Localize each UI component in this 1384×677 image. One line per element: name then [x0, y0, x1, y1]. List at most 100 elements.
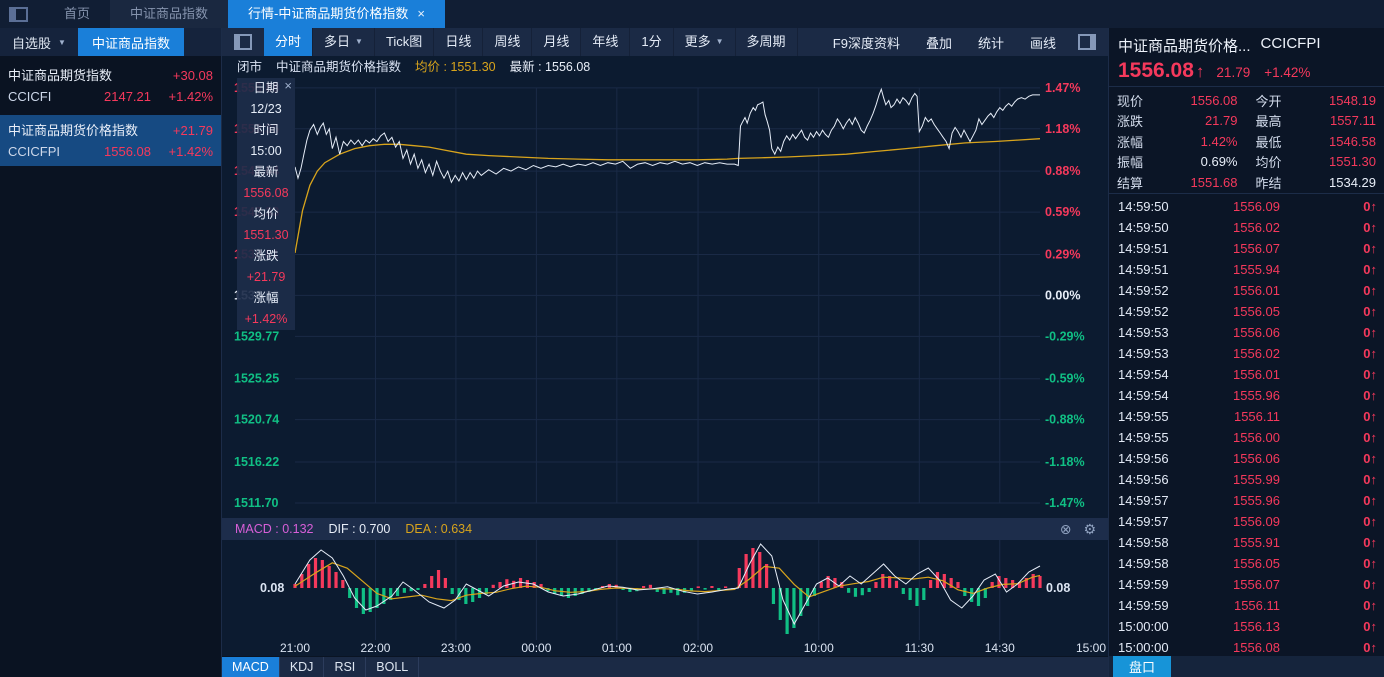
trade-price: 1555.96 — [1233, 493, 1280, 508]
trade-time: 15:00:00 — [1118, 619, 1169, 634]
watchlist-dropdown[interactable]: 自选股 ▼ — [0, 28, 78, 56]
toolbar-action[interactable]: 统计 — [977, 35, 1004, 51]
trade-price: 1556.02 — [1233, 220, 1280, 235]
nav-tab-index[interactable]: 中证商品指数 — [110, 0, 229, 28]
quote-instrument-name: 中证商品期货价格... CCICFPI — [1118, 35, 1321, 56]
trade-price: 1555.99 — [1233, 472, 1280, 487]
toolbar-action[interactable]: F9深度资料 — [832, 35, 900, 51]
trade-volume: 0 ↑ — [1363, 619, 1377, 634]
up-arrow-icon: ↑ — [1370, 619, 1378, 634]
trade-row: 14:59:57 1555.96 0 ↑ — [1109, 490, 1384, 511]
trade-volume: 0 ↑ — [1363, 388, 1377, 403]
time-sales-list[interactable]: 14:59:50 1556.09 0 ↑ 14:59:50 1556.02 0 ↑ 14:59:… — [1109, 196, 1384, 656]
period-tab[interactable]: Tick图 — [375, 28, 435, 56]
tooltip-label: 最新 — [253, 165, 279, 179]
watchlist-group-tab[interactable]: 中证商品指数 — [77, 28, 184, 56]
up-arrow-icon: ↑ — [1370, 640, 1378, 655]
trade-volume-value: 0 — [1363, 241, 1371, 256]
tooltip-value: +1.42% — [244, 312, 288, 326]
trade-row: 14:59:51 1555.94 0 ↑ — [1109, 259, 1384, 280]
up-arrow-icon: ↑ — [1370, 367, 1378, 382]
collapse-right-panel-icon[interactable] — [1078, 34, 1096, 50]
indicator-settings-icon[interactable]: ⚙ — [1083, 520, 1096, 537]
up-arrow-icon: ↑ — [1370, 535, 1378, 550]
indicator-close-icon[interactable]: ⊗ — [1059, 520, 1072, 537]
trade-volume-value: 0 — [1363, 325, 1371, 340]
period-tab[interactable]: 多周期 — [736, 28, 798, 56]
trade-volume: 0 ↑ — [1363, 199, 1377, 214]
collapse-left-panel-icon[interactable] — [234, 34, 252, 50]
macd-indicator-chart[interactable]: 0.08 0.08 — [222, 540, 1108, 640]
trade-volume-value: 0 — [1363, 577, 1371, 592]
stat-value: 1548.19 — [1329, 92, 1376, 108]
crosshair-tooltip: × 日期 12/23 时间 15:00 最新 1556.08 均价 1551.30 涨跌 +21.… — [237, 78, 295, 330]
trade-volume: 0 ↑ — [1363, 346, 1377, 361]
trade-volume: 0 ↑ — [1363, 220, 1377, 235]
quote-code-label: CCICFPI — [1260, 35, 1321, 52]
stat-label: 结算 — [1117, 175, 1144, 191]
quote-stats-grid: 现价 1556.08 今开 1548.19 涨跌 21.79 最高 1557.11 涨幅 1.42… — [1109, 90, 1384, 193]
nav-tab-label: 行情-中证商品期货价格指数 — [248, 6, 409, 21]
trade-time: 14:59:55 — [1118, 430, 1169, 445]
period-tab[interactable]: 日线 — [434, 28, 484, 56]
instrument-change: +21.79 — [172, 123, 213, 138]
stat-value: 1551.68 — [1190, 174, 1238, 190]
trade-time: 14:59:51 — [1118, 262, 1169, 277]
period-tab[interactable]: 更多 ▼ — [674, 28, 736, 56]
indicator-tab[interactable]: MACD — [222, 657, 280, 677]
quote-last-price: 1556.08 — [1118, 59, 1194, 82]
trade-row: 14:59:56 1555.99 0 ↑ — [1109, 469, 1384, 490]
up-arrow-icon: ↑ — [1370, 325, 1378, 340]
period-tab-label: 年线 — [592, 34, 619, 49]
order-book-button[interactable]: 盘口 — [1113, 656, 1171, 677]
trade-time: 14:59:57 — [1118, 514, 1169, 529]
trade-price: 1555.94 — [1233, 262, 1280, 277]
watchlist-item[interactable]: 中证商品期货指数 +30.08 CCICFI 2147.21 +1.42% — [0, 60, 221, 111]
indicator-tab[interactable]: RSI — [324, 657, 367, 677]
period-tab-label: 1分 — [641, 34, 662, 49]
indicator-tab[interactable]: KDJ — [280, 657, 325, 677]
intraday-price-chart[interactable]: 1556.881.47%1552.361.18%1547.840.88%1543… — [222, 75, 1108, 510]
up-arrow-icon: ↑ — [1370, 409, 1378, 424]
trade-row: 14:59:58 1556.05 0 ↑ — [1109, 553, 1384, 574]
instrument-price: 2147.21 — [104, 89, 151, 104]
watchlist-item[interactable]: 中证商品期货价格指数 +21.79 CCICFPI 1556.08 +1.42% — [0, 115, 221, 166]
tooltip-close-icon[interactable]: × — [284, 78, 292, 93]
period-tab[interactable]: 多日 ▼ — [313, 28, 375, 56]
nav-tab-quote-active[interactable]: 行情-中证商品期货价格指数 × — [228, 0, 445, 28]
trade-row: 14:59:52 1556.01 0 ↑ — [1109, 280, 1384, 301]
period-tab[interactable]: 分时 — [264, 28, 314, 56]
tooltip-label: 涨幅 — [253, 291, 279, 305]
trade-price: 1556.06 — [1233, 325, 1280, 340]
trade-row: 14:59:50 1556.09 0 ↑ — [1109, 196, 1384, 217]
period-tab[interactable]: 年线 — [581, 28, 631, 56]
close-icon[interactable]: × — [417, 6, 425, 21]
tooltip-label: 时间 — [253, 123, 279, 137]
period-tab[interactable]: 周线 — [483, 28, 533, 56]
app-logo-icon[interactable] — [9, 6, 28, 22]
dif-line — [294, 543, 1041, 626]
trade-row: 14:59:53 1556.02 0 ↑ — [1109, 343, 1384, 364]
up-arrow-icon: ↑ — [1370, 556, 1378, 571]
price-axis-label: 1525.25 — [234, 372, 279, 386]
period-tab[interactable]: 1分 — [630, 28, 674, 56]
period-tab-label: 更多 — [684, 34, 711, 49]
period-tab[interactable]: 月线 — [532, 28, 582, 56]
watchlist-header: 自选股 ▼ 中证商品指数 — [0, 28, 221, 56]
trade-price: 1556.02 — [1233, 346, 1280, 361]
toolbar-action[interactable]: 画线 — [1029, 35, 1056, 51]
indicator-tab[interactable]: BOLL — [366, 657, 420, 677]
instrument-pct: +1.42% — [168, 89, 213, 104]
toolbar-action[interactable]: 叠加 — [925, 35, 952, 51]
up-arrow-icon: ↑ — [1195, 62, 1205, 81]
trade-row: 14:59:55 1556.00 0 ↑ — [1109, 427, 1384, 448]
pct-axis-label: 0.29% — [1045, 247, 1080, 261]
pct-axis-label: 0.88% — [1045, 164, 1080, 178]
trade-price: 1556.06 — [1233, 451, 1280, 466]
trade-volume-value: 0 — [1363, 556, 1371, 571]
trade-row: 14:59:59 1556.07 0 ↑ — [1109, 574, 1384, 595]
trade-price: 1556.11 — [1233, 409, 1280, 424]
indicator-header: MACD : 0.132 DIF : 0.700 DEA : 0.634 ⊗ ⚙ — [222, 518, 1108, 540]
nav-tab-home[interactable]: 首页 — [64, 6, 91, 21]
